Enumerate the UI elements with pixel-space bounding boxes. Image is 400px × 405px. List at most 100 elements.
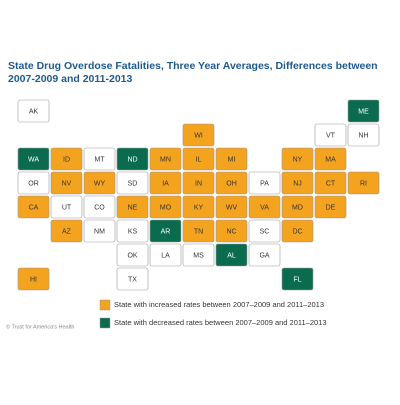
state-label: AZ (62, 228, 72, 235)
state-label: NV (62, 180, 72, 187)
state-tile (83, 171, 116, 195)
state-tile (116, 147, 149, 171)
legend-label: State with increased rates between 2007–… (114, 300, 324, 309)
state-label: UT (62, 204, 72, 211)
state-tile (17, 267, 50, 291)
state-label: CA (29, 204, 39, 211)
state-tile (17, 147, 50, 171)
state-tile (50, 219, 83, 243)
map-title: State Drug Overdose Fatalities, Three Ye… (8, 60, 378, 85)
state-label: KY (194, 204, 204, 211)
credit: © Trust for America's Health (6, 323, 74, 330)
state-label: WI (194, 132, 203, 139)
state-tile (314, 195, 347, 219)
legend-swatch (99, 299, 111, 311)
state-label: MA (325, 156, 336, 163)
state-tile (248, 171, 281, 195)
state-label: IA (162, 180, 169, 187)
state-label: AK (29, 108, 39, 115)
state-tile (50, 147, 83, 171)
state-label: MT (94, 156, 105, 163)
state-tile (281, 267, 314, 291)
state-label: NH (358, 132, 368, 139)
state-label: VT (326, 132, 336, 139)
state-label: TX (128, 276, 137, 283)
state-label: FL (293, 276, 301, 283)
state-label: MD (292, 204, 303, 211)
state-tile (281, 147, 314, 171)
state-tile (215, 171, 248, 195)
state-tile (17, 171, 50, 195)
state-tile (149, 195, 182, 219)
state-label: TN (194, 228, 203, 235)
state-label: NE (128, 204, 138, 211)
state-label: HI (30, 276, 37, 283)
state-label: CT (326, 180, 336, 187)
state-tile (83, 195, 116, 219)
state-tile (182, 147, 215, 171)
state-tile (182, 219, 215, 243)
state-tile (347, 123, 380, 147)
state-tile (314, 147, 347, 171)
state-tile (215, 195, 248, 219)
state-label: OH (226, 180, 237, 187)
state-label: OR (28, 180, 39, 187)
state-label: RI (360, 180, 367, 187)
state-tile (248, 243, 281, 267)
state-tile (50, 195, 83, 219)
state-label: CO (94, 204, 105, 211)
state-tile (248, 219, 281, 243)
state-label: SC (260, 228, 270, 235)
state-tile (281, 171, 314, 195)
state-label: VA (260, 204, 269, 211)
state-tile (83, 147, 116, 171)
state-tile (182, 243, 215, 267)
state-label: ND (127, 156, 137, 163)
state-tile (116, 171, 149, 195)
state-tile (215, 147, 248, 171)
state-label: OK (127, 252, 137, 259)
state-label: DC (292, 228, 302, 235)
state-tile (215, 243, 248, 267)
state-tile (149, 219, 182, 243)
title-box: State Drug Overdose Fatalities, Three Ye… (8, 60, 378, 85)
state-tile (347, 171, 380, 195)
state-tile (314, 123, 347, 147)
state-tile (149, 171, 182, 195)
state-label: SD (128, 180, 138, 187)
state-tile (347, 99, 380, 123)
state-label: MI (228, 156, 236, 163)
state-label: IL (196, 156, 202, 163)
state-tile (281, 219, 314, 243)
state-tile (116, 219, 149, 243)
state-label: NC (226, 228, 236, 235)
state-tile (314, 171, 347, 195)
state-tile (83, 219, 116, 243)
state-label: NM (94, 228, 105, 235)
state-label: MO (160, 204, 172, 211)
state-tile (17, 99, 50, 123)
state-tile (116, 195, 149, 219)
state-label: LA (161, 252, 170, 259)
state-tile (116, 243, 149, 267)
state-label: AL (227, 252, 236, 259)
state-label: PA (260, 180, 269, 187)
state-tile (182, 171, 215, 195)
state-label: ME (358, 108, 369, 115)
state-tile (182, 195, 215, 219)
state-label: DE (326, 204, 336, 211)
state-tile (17, 195, 50, 219)
state-tile (50, 171, 83, 195)
legend-swatch (99, 317, 111, 329)
state-label: NJ (293, 180, 302, 187)
state-label: GA (259, 252, 269, 259)
state-label: MS (193, 252, 204, 259)
state-tile (215, 219, 248, 243)
state-label: WY (94, 180, 106, 187)
legend-label: State with decreased rates between 2007–… (114, 318, 327, 327)
state-label: AR (161, 228, 171, 235)
state-label: WV (226, 204, 238, 211)
state-tile (248, 195, 281, 219)
state-tile (182, 123, 215, 147)
